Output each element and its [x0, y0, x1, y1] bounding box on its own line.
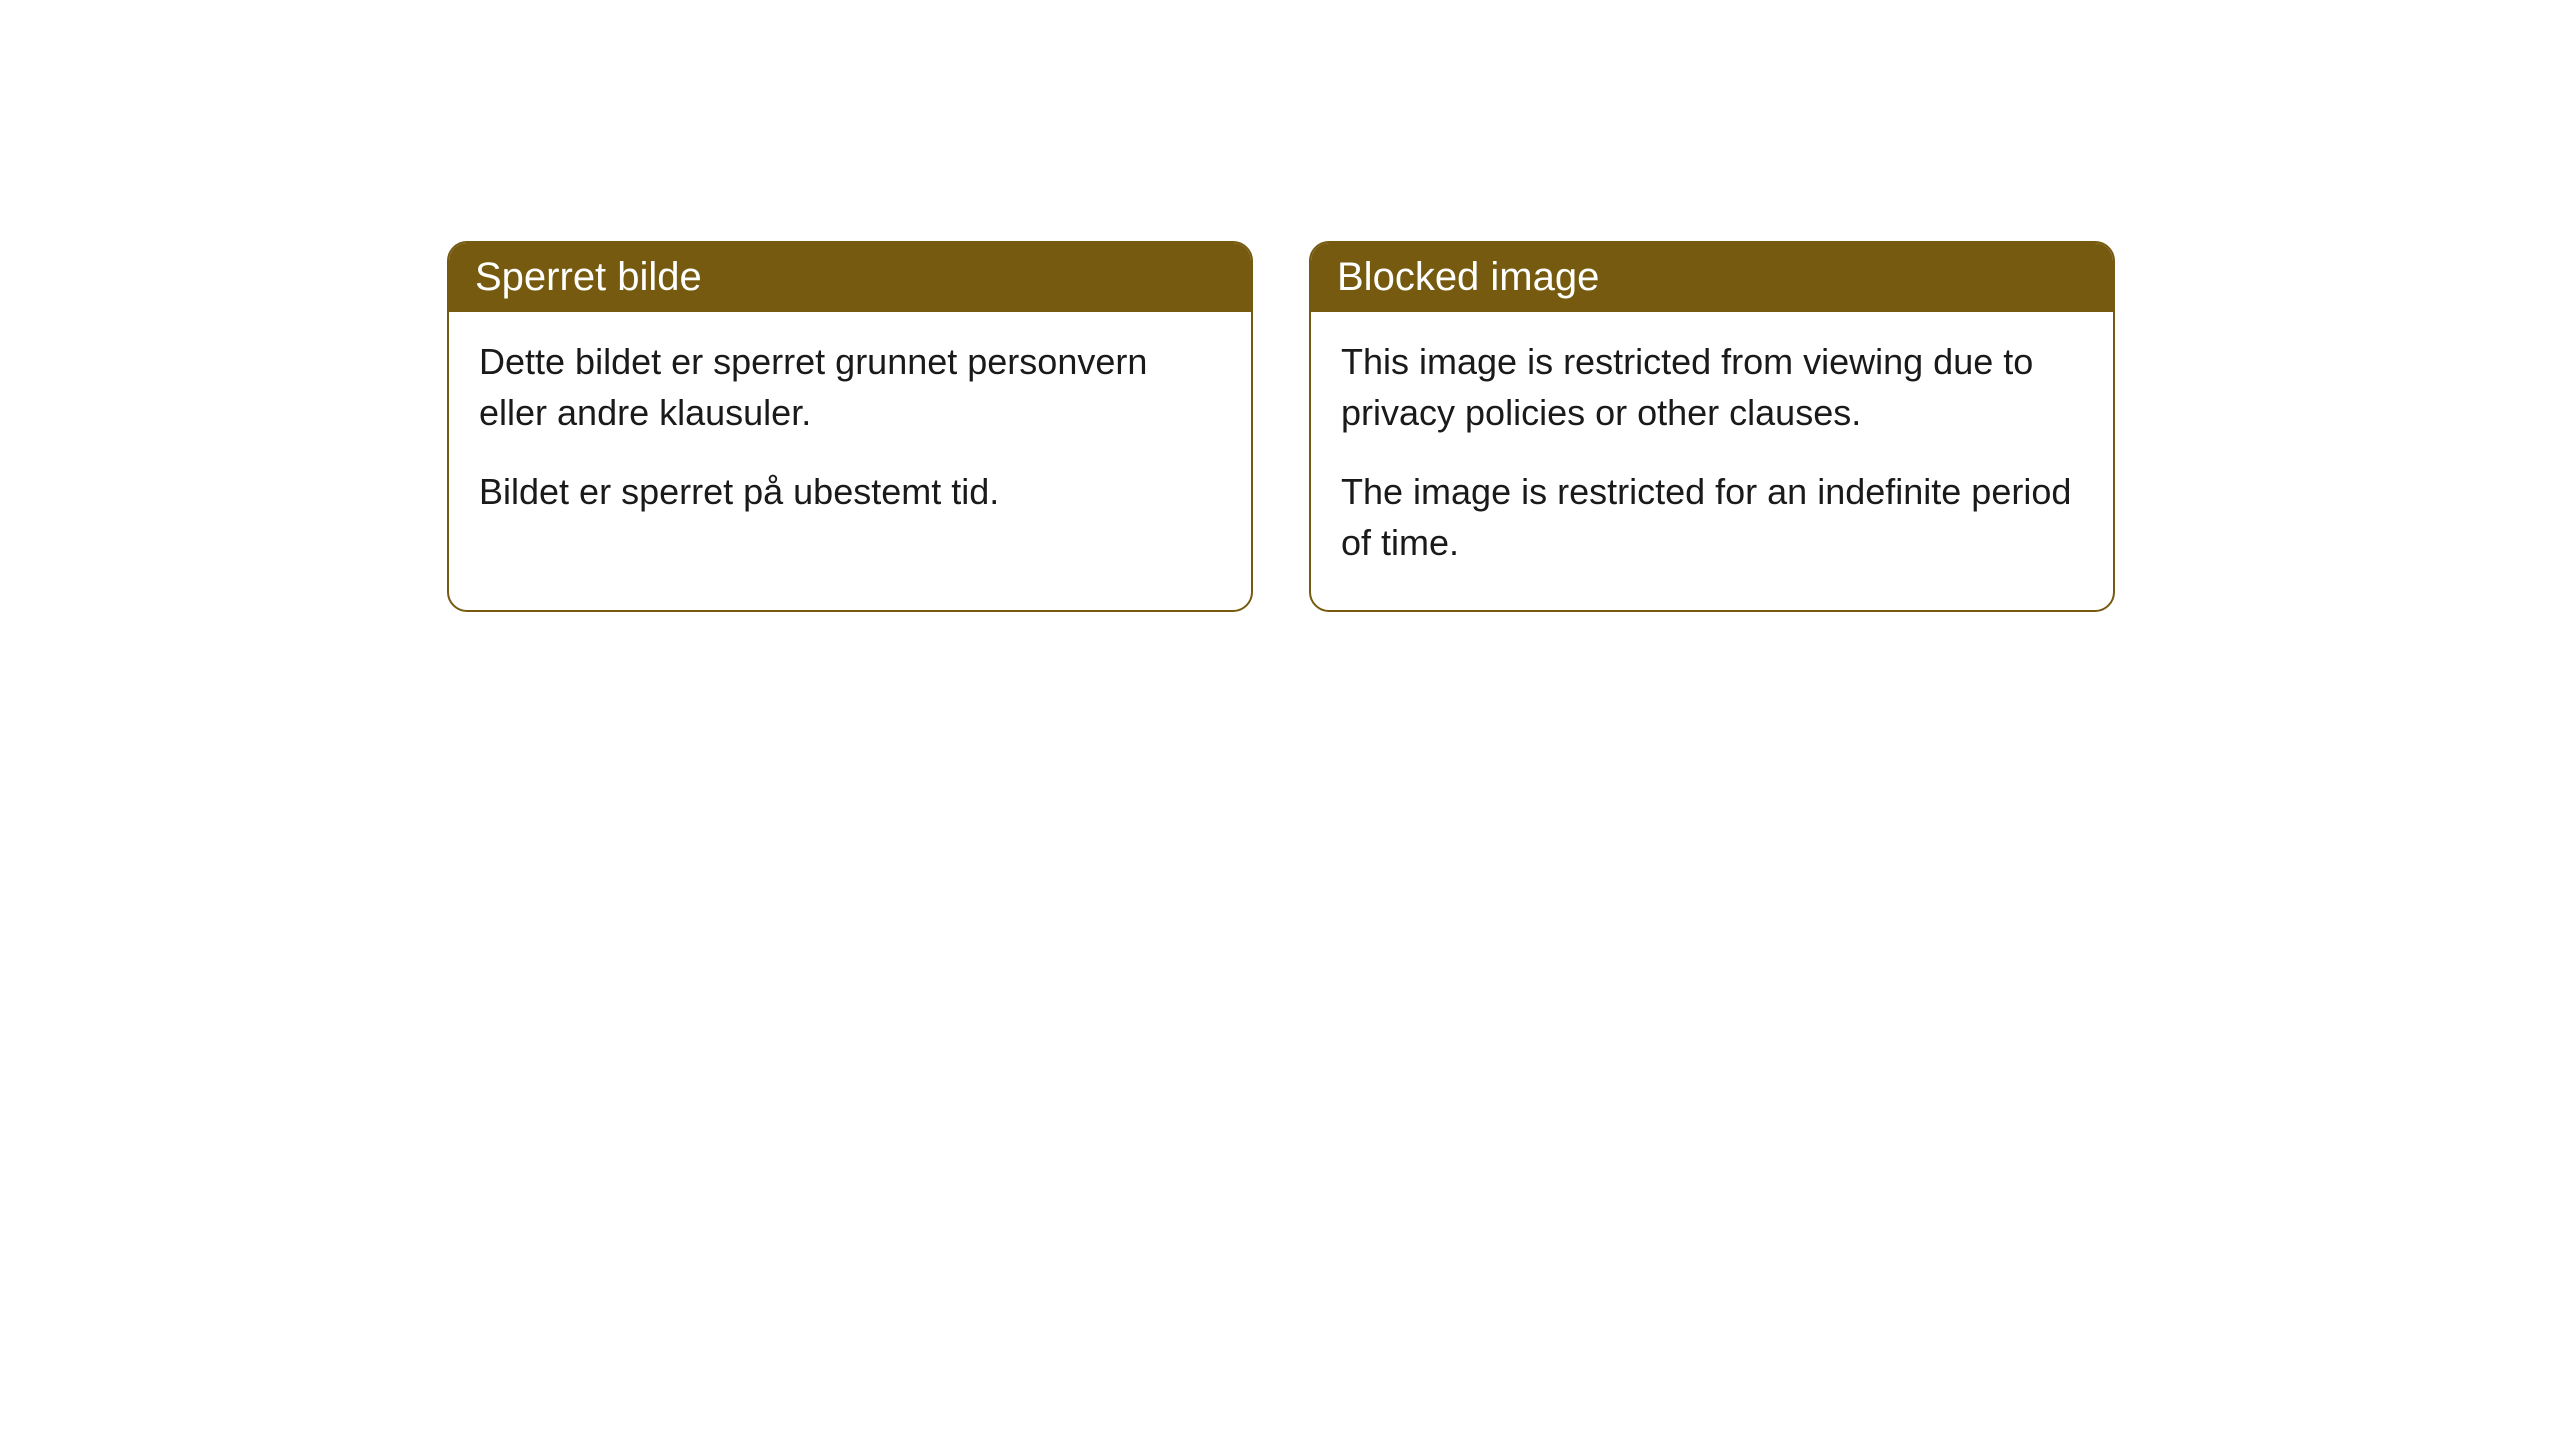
blocked-image-card-english: Blocked image This image is restricted f…	[1309, 241, 2115, 612]
card-body-norwegian: Dette bildet er sperret grunnet personve…	[449, 312, 1251, 559]
card-paragraph-2: Bildet er sperret på ubestemt tid.	[479, 466, 1221, 517]
cards-container: Sperret bilde Dette bildet er sperret gr…	[0, 0, 2560, 612]
card-title: Sperret bilde	[475, 255, 702, 299]
card-paragraph-2: The image is restricted for an indefinit…	[1341, 466, 2083, 568]
card-header-norwegian: Sperret bilde	[449, 243, 1251, 312]
card-title: Blocked image	[1337, 255, 1599, 299]
card-body-english: This image is restricted from viewing du…	[1311, 312, 2113, 610]
card-paragraph-1: Dette bildet er sperret grunnet personve…	[479, 336, 1221, 438]
card-header-english: Blocked image	[1311, 243, 2113, 312]
card-paragraph-1: This image is restricted from viewing du…	[1341, 336, 2083, 438]
blocked-image-card-norwegian: Sperret bilde Dette bildet er sperret gr…	[447, 241, 1253, 612]
